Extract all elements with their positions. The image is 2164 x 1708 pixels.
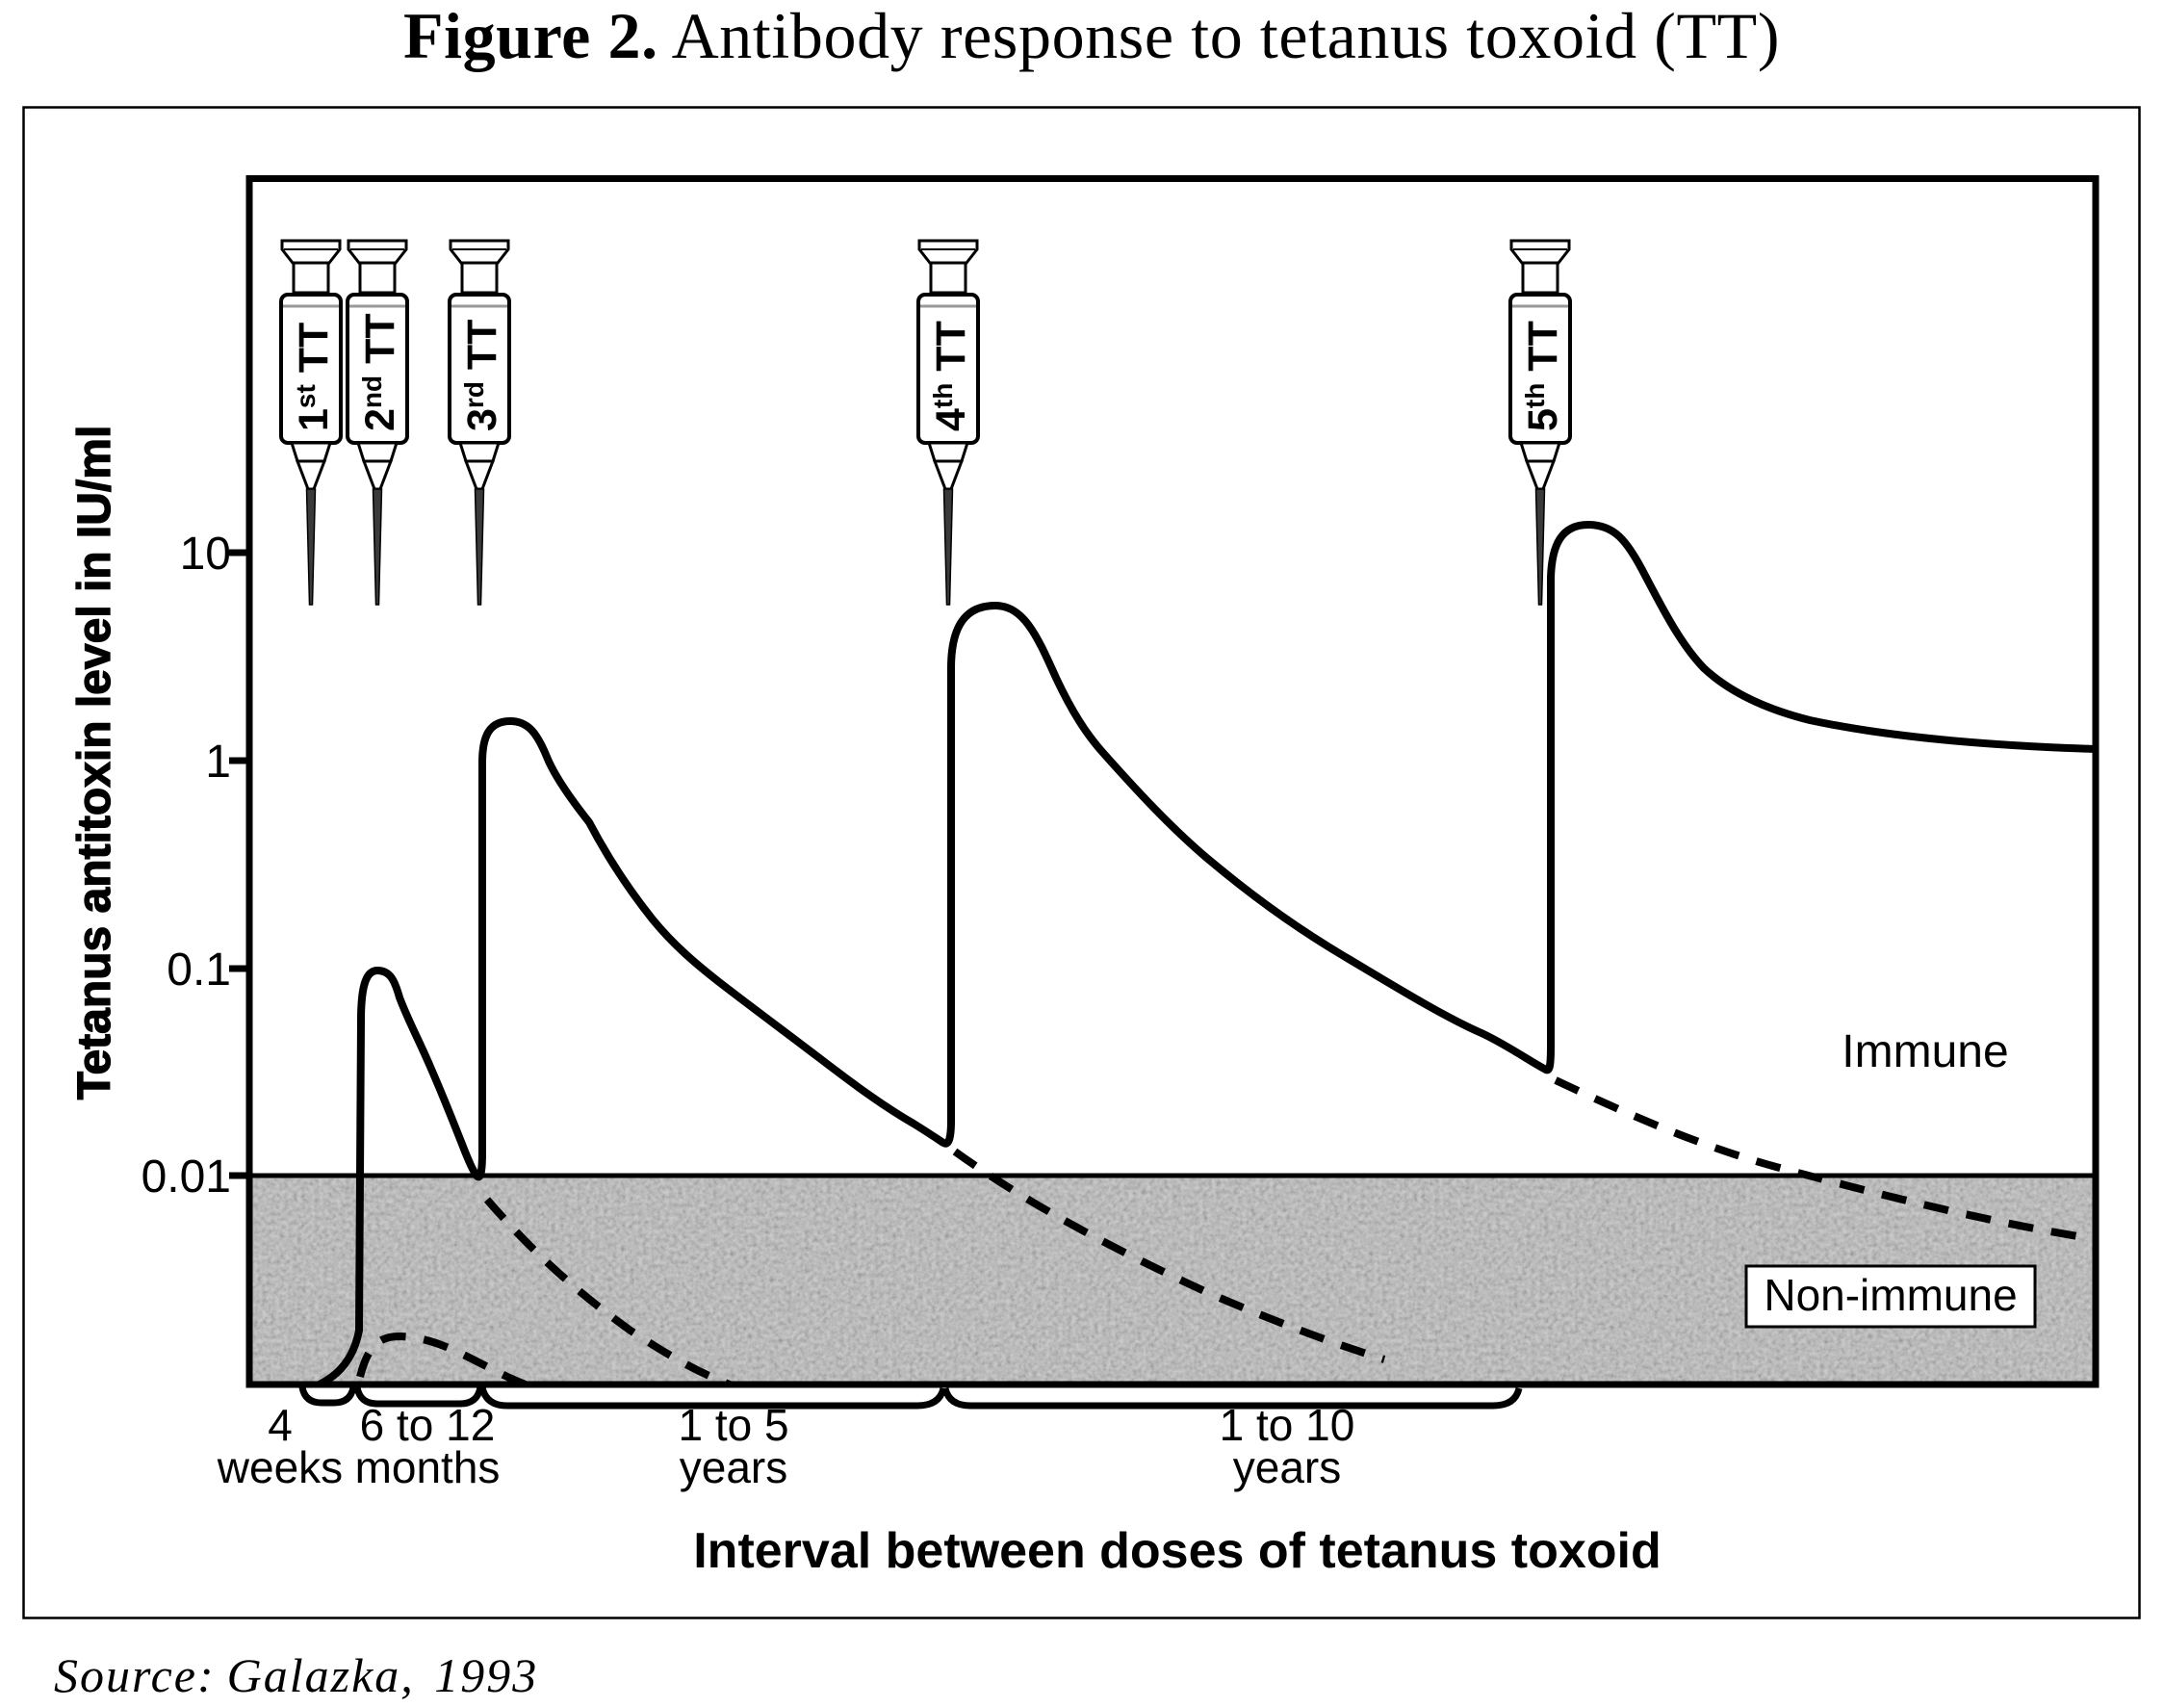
svg-text:4th TT: 4th TT (928, 321, 974, 431)
svg-text:Interval between doses of teta: Interval between doses of tetanus toxoid (693, 1523, 1662, 1579)
svg-text:0.1: 0.1 (167, 945, 231, 996)
svg-text:1 to 10: 1 to 10 (1220, 1400, 1355, 1450)
svg-text:weeks: weeks (217, 1442, 343, 1492)
svg-text:Figure 2. Antibody response to: Figure 2. Antibody response to tetanus t… (403, 0, 1780, 72)
svg-text:10: 10 (180, 529, 231, 580)
svg-text:1 to 5: 1 to 5 (678, 1400, 788, 1450)
svg-text:3rd TT: 3rd TT (459, 320, 505, 431)
svg-text:Non-immune: Non-immune (1764, 1270, 2017, 1320)
svg-text:Immune: Immune (1842, 1026, 2008, 1077)
svg-text:years: years (680, 1442, 787, 1492)
svg-text:5th TT: 5th TT (1520, 321, 1566, 431)
svg-text:2nd TT: 2nd TT (357, 313, 403, 431)
svg-text:1st TT: 1st TT (291, 323, 337, 431)
svg-text:0.01: 0.01 (142, 1152, 231, 1203)
svg-text:Source: Galazka, 1993: Source: Galazka, 1993 (54, 1648, 538, 1702)
svg-text:4: 4 (268, 1400, 293, 1450)
svg-text:1: 1 (205, 737, 231, 788)
svg-text:6 to 12: 6 to 12 (360, 1400, 496, 1450)
svg-text:months: months (355, 1442, 501, 1492)
svg-text:years: years (1233, 1442, 1341, 1492)
svg-text:Tetanus antitoxin level in IU/: Tetanus antitoxin level in IU/ml (69, 426, 120, 1100)
